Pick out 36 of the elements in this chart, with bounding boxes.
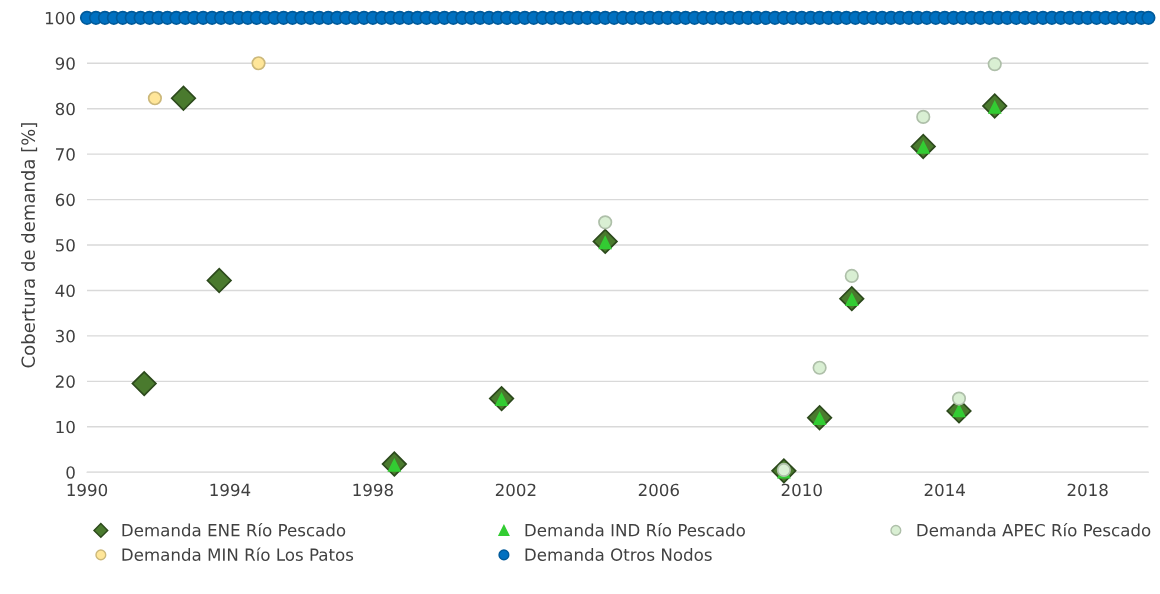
point — [147, 91, 162, 106]
x-tick-label: 1998 — [353, 483, 393, 497]
y-tick-label: 40 — [55, 284, 75, 298]
legend-label: Demanda APEC Río Pescado — [917, 522, 1151, 537]
point — [131, 370, 157, 397]
x-tick-label: 1990 — [67, 483, 108, 497]
x-tick-label: 2014 — [924, 483, 965, 497]
x-tick-label: 2002 — [495, 483, 536, 497]
point — [206, 267, 232, 294]
y-tick-label: 0 — [66, 466, 75, 479]
point — [916, 109, 931, 124]
point — [598, 215, 613, 230]
legend-label: Demanda MIN Río Los Patos — [122, 547, 354, 561]
y-axis-title: Cobertura de demanda [%] — [21, 123, 38, 368]
legend-label: Demanda IND Río Pescado — [525, 522, 745, 537]
x-tick-label: 2018 — [1067, 483, 1108, 497]
y-tick-label: 80 — [55, 102, 75, 116]
point — [251, 56, 266, 71]
y-tick-label: 50 — [55, 238, 75, 252]
x-tick-label: 2010 — [781, 483, 822, 497]
y-tick-label: 70 — [56, 148, 75, 161]
y-tick-label: 20 — [55, 375, 75, 388]
x-tick-label: 2006 — [638, 483, 679, 497]
y-tick-label: 60 — [55, 193, 75, 207]
point — [812, 360, 827, 375]
legend-label: Demanda ENE Río Pescado — [122, 522, 346, 537]
point — [170, 85, 197, 111]
point — [987, 57, 1002, 72]
point — [844, 268, 859, 284]
point — [951, 391, 967, 406]
legend-label: Demanda Otros Nodos — [525, 548, 712, 561]
y-tick-label: 30 — [55, 329, 75, 343]
y-tick-label: 10 — [56, 420, 75, 434]
x-tick-label: 1994 — [210, 483, 251, 497]
y-tick-label: 90 — [55, 57, 75, 70]
y-tick-label: 100 — [45, 11, 75, 25]
